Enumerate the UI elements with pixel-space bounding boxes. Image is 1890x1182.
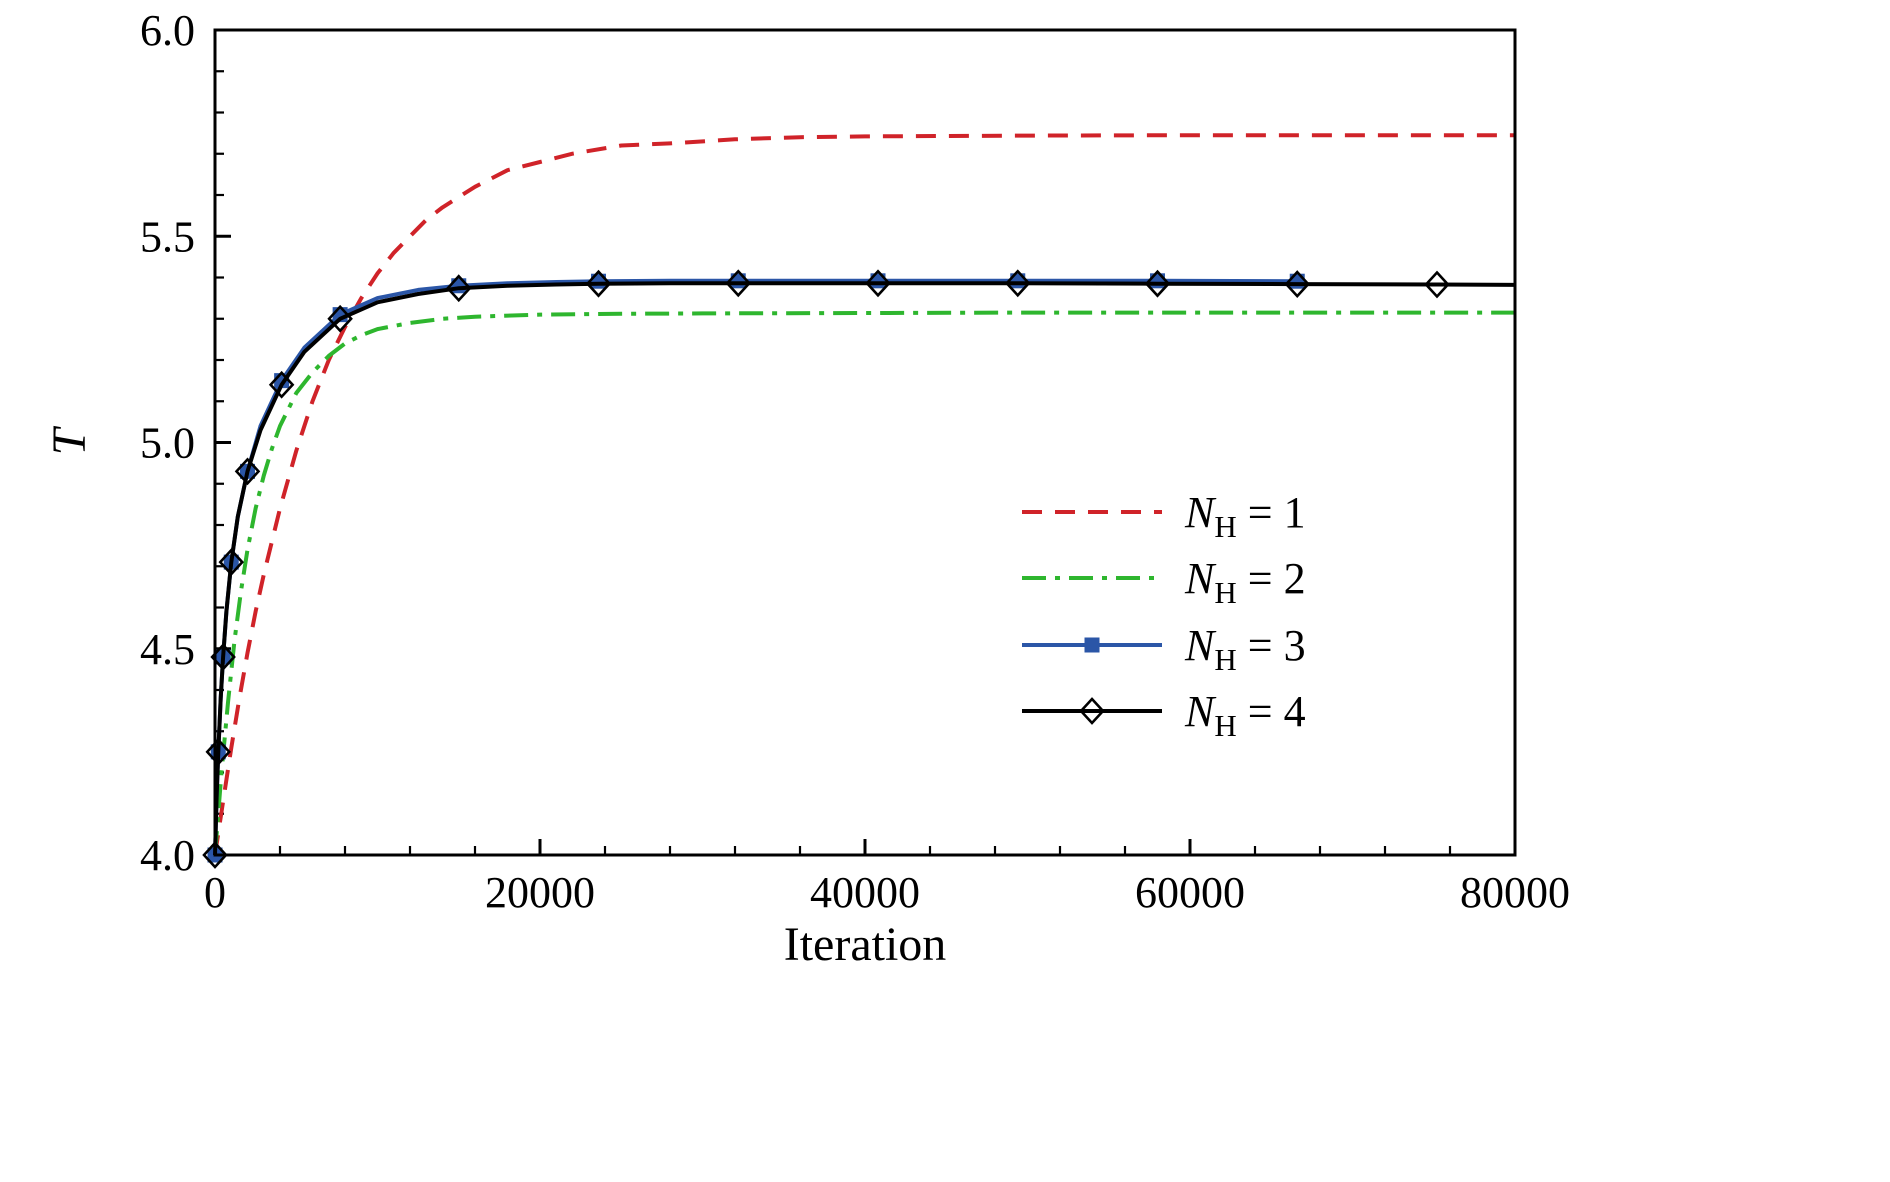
series-line-NH4 [213,281,1516,856]
series-marker-NH4 [234,457,261,486]
x-axis-tick-label: 20000 [485,868,595,917]
legend-entry-NH1: NH = 1 [1022,488,1306,544]
legend-marker-NH3 [1084,637,1100,653]
legend-entry-NH4: NH = 4 [1022,687,1306,743]
plot-frame-layer [213,28,1517,857]
legend-entry-NH3: NH = 3 [1022,621,1306,677]
legend-marker-NH4 [1079,697,1105,725]
series-marker-NH4 [1004,269,1031,298]
y-axis-tick-label: 5.0 [140,419,195,468]
x-axis-title: Iteration [784,918,947,971]
series-line-NH1 [213,133,1515,856]
y-axis-tick-label: 4.5 [140,625,195,674]
series-marker-NH4 [445,274,472,303]
series-line-NH3 [213,278,1304,856]
legend-entry-NH2: NH = 2 [1022,554,1306,610]
axis-ticks-layer [213,28,1517,857]
series-layer [202,133,1516,869]
series-line-NH2 [213,310,1515,856]
series-marker-NH4 [327,304,353,333]
x-axis-tick-label: 0 [204,868,226,917]
series-marker-NH4 [1424,270,1450,299]
x-axis-tick-label: 60000 [1135,868,1245,917]
x-axis-tick-label: 40000 [810,868,920,917]
series-marker-NH4 [202,841,228,869]
y-axis-tick-label: 4.0 [140,831,195,880]
legend-label-NH3: NH = 3 [1184,621,1306,677]
y-axis-title: T [43,425,96,455]
y-axis-tick-label: 6.0 [140,6,195,55]
series-marker-NH4 [1284,270,1311,299]
y-axis-tick-label: 5.5 [140,212,195,261]
legend-label-NH1: NH = 1 [1184,488,1306,544]
series-marker-NH4 [865,269,891,298]
series-marker-NH4 [218,548,245,577]
plot-frame [213,28,1517,857]
tick-labels-layer: 0 20000 40000 60000 80000 4.0 4.5 5.0 5.5 6.0 [140,6,1570,917]
series-marker-NH4 [268,370,295,399]
series-marker-NH4 [585,269,612,298]
series-marker-NH4 [205,737,232,766]
x-axis-tick-label: 80000 [1460,868,1570,917]
legend-label-NH4: NH = 4 [1184,687,1306,743]
series-marker-NH4 [1144,269,1171,298]
legend-layer: NH = 1 NH = 2 NH = 3 NH = 4 [1022,488,1306,743]
legend-label-NH2: NH = 2 [1184,554,1306,610]
series-marker-NH4 [725,269,752,298]
